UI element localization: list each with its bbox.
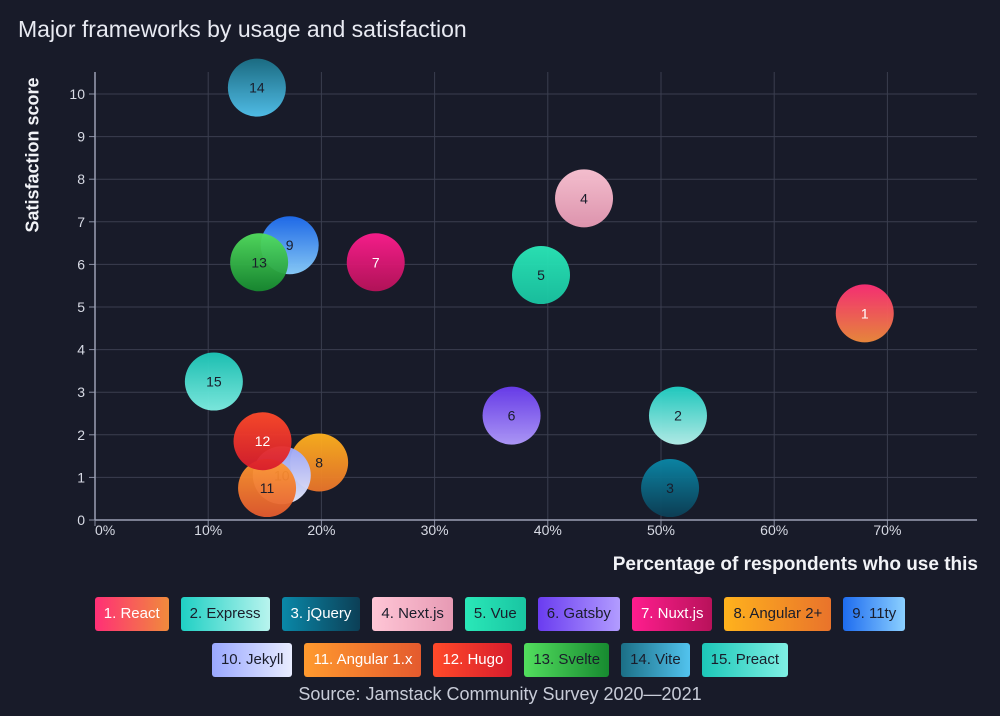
x-tick-label: 10% xyxy=(194,522,222,538)
bubble-14[interactable] xyxy=(227,58,286,117)
y-tick-label: 5 xyxy=(77,299,85,315)
y-tick-label: 7 xyxy=(77,214,85,230)
bubble-label-9: 9 xyxy=(286,237,294,253)
legend-item-11[interactable]: 11. Angular 1.x xyxy=(304,643,422,677)
bubble-3[interactable] xyxy=(641,459,700,518)
x-tick-label: 60% xyxy=(760,522,788,538)
bubbles: 123456789101112131415 xyxy=(184,58,894,518)
bubble-label-13: 13 xyxy=(251,254,267,270)
bubble-1[interactable] xyxy=(835,284,894,343)
bubble-label-6: 6 xyxy=(508,408,516,424)
bubble-2[interactable] xyxy=(648,386,707,445)
legend-item-5[interactable]: 5. Vue xyxy=(464,597,526,631)
bubble-7[interactable] xyxy=(346,233,405,292)
y-tick-label: 0 xyxy=(77,512,85,528)
legend-item-15[interactable]: 15. Preact xyxy=(701,643,789,677)
legend-item-14[interactable]: 14. Vite xyxy=(621,643,690,677)
x-tick-label: 20% xyxy=(307,522,335,538)
y-tick-label: 3 xyxy=(77,384,85,400)
bubble-label-4: 4 xyxy=(580,190,588,206)
legend-item-7[interactable]: 7. Nuxt.js xyxy=(631,597,713,631)
x-tick-label: 0% xyxy=(95,522,115,538)
bubble-label-7: 7 xyxy=(372,254,380,270)
bubble-label-3: 3 xyxy=(666,480,674,496)
bubble-label-5: 5 xyxy=(537,267,545,283)
y-tick-label: 10 xyxy=(69,86,85,102)
source-note: Source: Jamstack Community Survey 2020—2… xyxy=(298,684,702,704)
legend-item-3[interactable]: 3. jQuery xyxy=(281,597,361,631)
bubble-label-2: 2 xyxy=(674,408,682,424)
bubble-12[interactable] xyxy=(233,412,292,471)
bubble-label-8: 8 xyxy=(315,454,323,470)
bubble-label-11: 11 xyxy=(260,480,275,496)
bubble-4[interactable] xyxy=(555,169,614,228)
legend-item-6[interactable]: 6. Gatsby xyxy=(537,597,620,631)
x-tick-label: 30% xyxy=(421,522,449,538)
legend-item-12[interactable]: 12. Hugo xyxy=(433,643,513,677)
bubble-15[interactable] xyxy=(184,352,243,411)
legend-item-8[interactable]: 8. Angular 2+ xyxy=(724,597,832,631)
x-axis-label: Percentage of respondents who use this xyxy=(612,554,978,575)
axes xyxy=(89,72,977,526)
legend: 1. React 2. Express 3. jQuery 4. Next.js 5. … xyxy=(0,597,1000,677)
x-tick-label: 70% xyxy=(873,522,901,538)
y-tick-label: 6 xyxy=(77,256,85,272)
bubble-11[interactable] xyxy=(238,459,297,518)
legend-item-2[interactable]: 2. Express xyxy=(180,597,270,631)
bubble-5[interactable] xyxy=(512,246,571,305)
legend-item-10[interactable]: 10. Jekyll xyxy=(211,643,293,677)
x-tick-label: 40% xyxy=(534,522,562,538)
bubble-label-1: 1 xyxy=(861,305,869,321)
chart-title: Major frameworks by usage and satisfacti… xyxy=(18,16,467,42)
y-tick-label: 4 xyxy=(77,342,85,358)
legend-item-9[interactable]: 9. 11ty xyxy=(843,597,906,631)
legend-item-1[interactable]: 1. React xyxy=(94,597,169,631)
y-tick-label: 9 xyxy=(77,129,85,145)
bubble-13[interactable] xyxy=(230,233,289,292)
y-tick-label: 1 xyxy=(77,469,85,485)
bubble-label-15: 15 xyxy=(206,374,222,390)
legend-item-13[interactable]: 13. Svelte xyxy=(524,643,610,677)
legend-item-4[interactable]: 4. Next.js xyxy=(372,597,453,631)
bubble-6[interactable] xyxy=(482,386,541,445)
y-tick-label: 2 xyxy=(77,427,85,443)
bubble-label-14: 14 xyxy=(249,80,265,96)
y-tick-label: 8 xyxy=(77,171,85,187)
x-tick-label: 50% xyxy=(647,522,675,538)
bubble-label-12: 12 xyxy=(255,433,271,449)
